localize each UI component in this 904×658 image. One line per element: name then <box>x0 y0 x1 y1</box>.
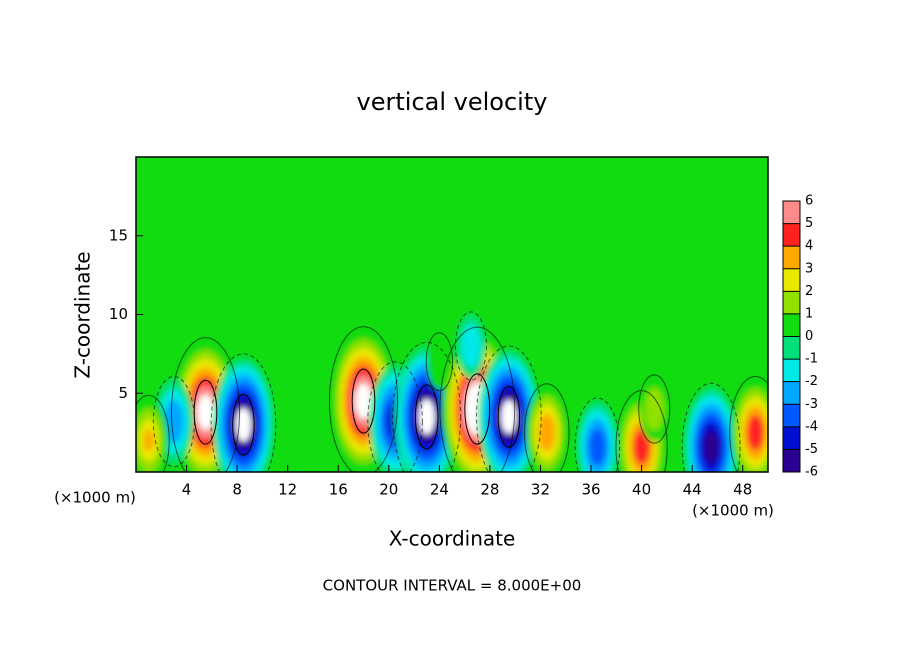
colorbar-band <box>783 336 800 360</box>
contour-line <box>729 375 768 472</box>
colorbar-tick-label: 0 <box>805 329 813 344</box>
x-tick-label: 16 <box>329 481 348 499</box>
contour-line <box>439 326 516 472</box>
x-tick-label: 4 <box>182 481 192 499</box>
contour-line <box>497 386 521 448</box>
colorbar-tick-label: 3 <box>805 261 813 276</box>
contour-line <box>574 397 621 472</box>
contour-line <box>232 393 255 456</box>
x-tick-label: 8 <box>232 481 242 499</box>
x-tick-label: 28 <box>480 481 499 499</box>
velocity-cell <box>751 423 760 442</box>
colorbar-tick-label: 5 <box>805 216 813 231</box>
contour-line <box>454 311 487 381</box>
contour-line <box>351 368 376 434</box>
contour-line <box>681 382 741 472</box>
contour-line <box>392 341 462 472</box>
colorbar-tick-label: -5 <box>805 442 818 457</box>
velocity-cell <box>433 347 446 376</box>
colorbar-band <box>783 223 800 247</box>
x-unit-label: (×1000 m) <box>54 489 136 507</box>
colorbar-tick-label: 2 <box>805 284 813 299</box>
colorbar-band <box>783 291 800 314</box>
contour-line <box>329 326 399 472</box>
colorbar-tick-label: -4 <box>805 419 818 434</box>
footer-note: CONTOUR INTERVAL = 8.000E+00 <box>323 577 582 595</box>
x-tick-label: 32 <box>531 481 550 499</box>
colorbar-band <box>783 381 800 405</box>
x-tick-label: 20 <box>379 481 398 499</box>
x-tick-label: 36 <box>581 481 600 499</box>
velocity-cell <box>637 437 646 456</box>
colorbar-tick-label: 4 <box>805 239 813 254</box>
colorbar-band <box>783 246 800 269</box>
velocity-cell <box>649 398 660 420</box>
y-tick-label: 15 <box>109 226 128 244</box>
contour-line <box>476 345 542 472</box>
contour-line <box>638 374 671 444</box>
x-tick-label: 40 <box>632 481 651 499</box>
plot-area <box>136 157 768 472</box>
x-tick-label: 48 <box>733 481 752 499</box>
velocity-cell <box>505 408 513 426</box>
contour-line <box>414 384 439 450</box>
chart-title: vertical velocity <box>357 88 548 116</box>
y-axis-label: Z-coordinate <box>71 251 95 378</box>
colorbar-band <box>783 268 800 292</box>
x-tick-label: 24 <box>430 481 449 499</box>
x-tick-label: 12 <box>278 481 297 499</box>
contour-line <box>425 332 454 392</box>
contour-line <box>524 383 570 472</box>
colorbar-band <box>783 359 800 382</box>
colorbar-tick-label: 6 <box>805 194 813 209</box>
contour-line <box>210 353 277 472</box>
velocity-cell <box>239 416 248 434</box>
y-tick-label: 10 <box>109 305 128 323</box>
contour-line <box>367 361 423 472</box>
velocity-cell <box>466 335 476 357</box>
colorbar-tick-label: -6 <box>805 465 818 480</box>
velocity-cell <box>201 403 210 422</box>
x-unit-label: (×1000 m) <box>692 502 774 520</box>
field <box>136 313 768 472</box>
velocity-cell <box>593 437 602 457</box>
velocity-cell <box>542 423 552 442</box>
colorbar-tick-label: 1 <box>805 306 813 321</box>
colorbar-tick-label: -3 <box>805 397 818 412</box>
colorbar-tick-label: -2 <box>805 374 818 389</box>
contour-line <box>464 373 491 445</box>
velocity-cell <box>707 438 716 456</box>
colorbar-band <box>783 201 800 224</box>
contour-line <box>171 337 241 472</box>
contour-line <box>136 394 170 472</box>
colorbar-band <box>783 313 800 337</box>
colorbar-band <box>783 449 800 472</box>
velocity-cell <box>143 429 154 452</box>
colorbar-tick-label: -1 <box>805 352 818 367</box>
velocity-cell <box>359 392 368 410</box>
x-axis-label: X-coordinate <box>389 527 516 551</box>
colorbar-band <box>783 404 800 427</box>
x-tick-label: 44 <box>683 481 702 499</box>
colorbar-band <box>783 426 800 450</box>
contour-line <box>152 375 195 468</box>
velocity-cell <box>422 408 431 426</box>
velocity-cell <box>169 410 179 433</box>
y-tick-label: 5 <box>118 384 128 402</box>
